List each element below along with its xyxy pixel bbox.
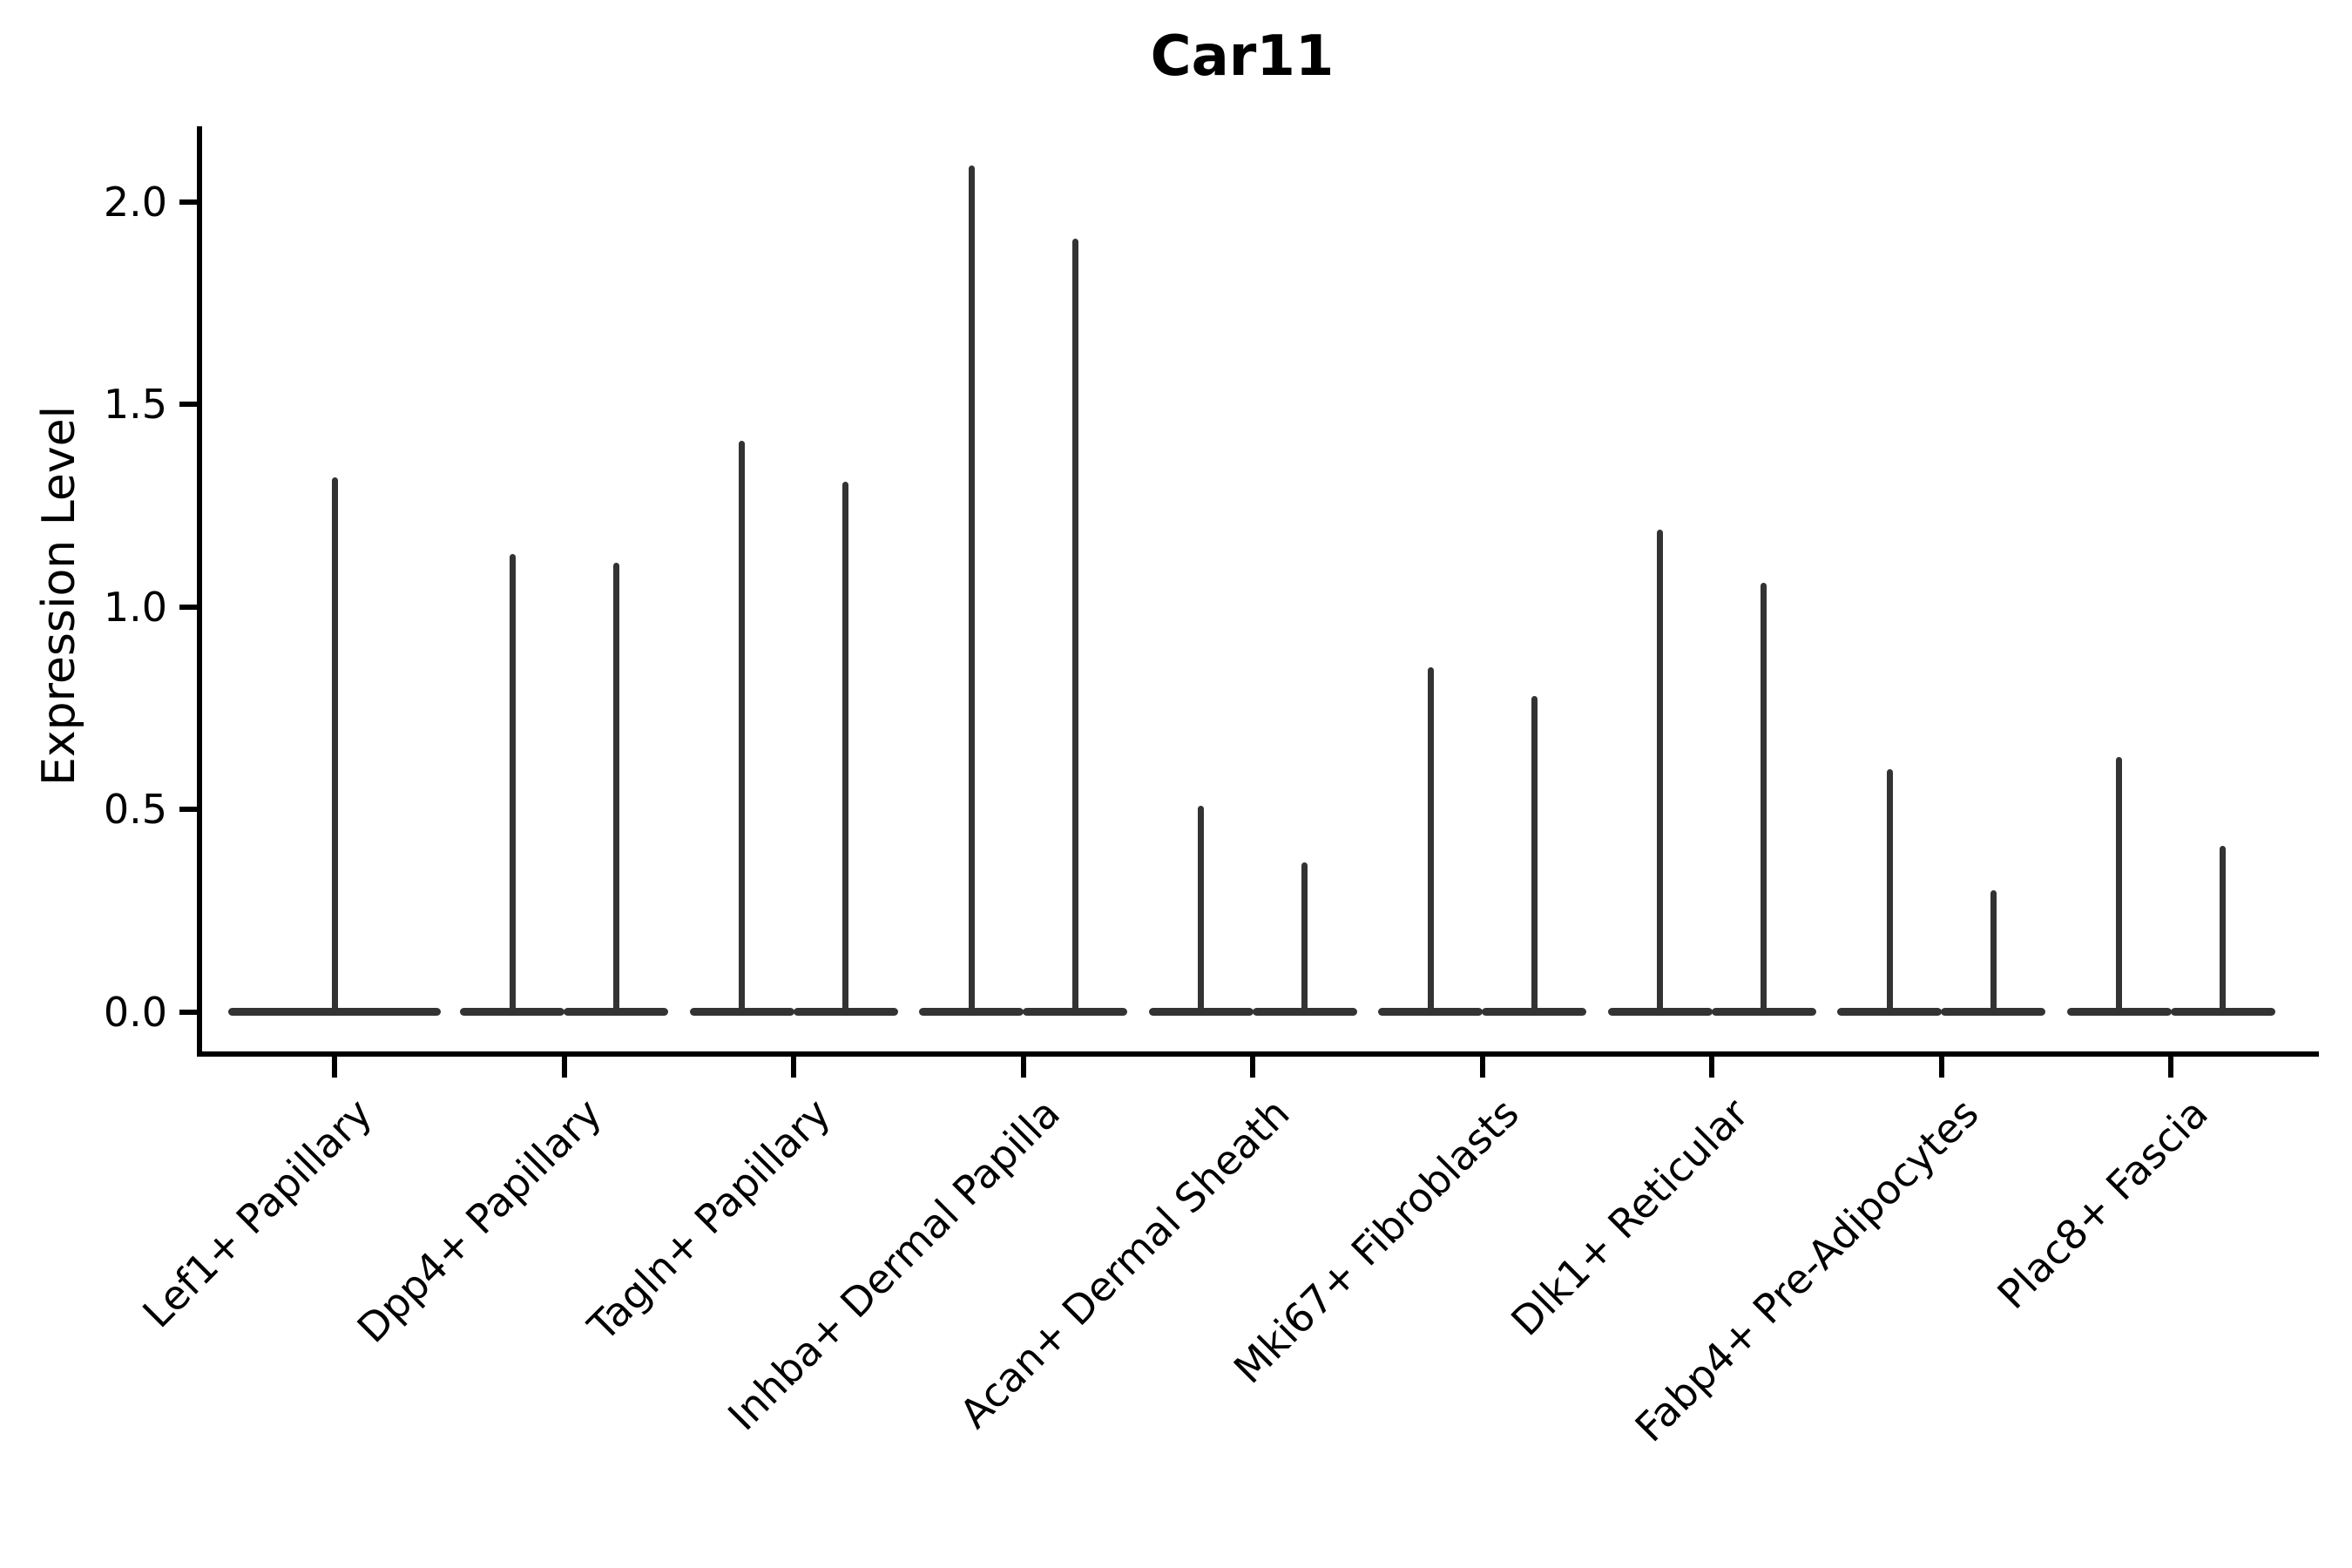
x-tick-label: Dlk1+ Reticular [1502,1089,1758,1345]
y-tick [179,807,199,813]
x-tick-label: Plac8+ Fascia [1988,1089,2217,1318]
violin-spike [968,165,975,1012]
violin-spike [331,476,338,1012]
violin-spike [1657,530,1663,1012]
x-tick-label: Lef1+ Papillary [132,1089,381,1337]
violin-spike [739,441,745,1012]
violin-baseline [919,1008,1024,1017]
violin-spike [1531,695,1538,1012]
violin-baseline [2170,1008,2275,1017]
violin-baseline [564,1008,668,1017]
violin-spike [1427,667,1434,1012]
x-tick [1709,1057,1714,1078]
violin-baseline [1941,1008,2045,1017]
violin-spike [1886,768,1893,1012]
violin-baseline [1378,1008,1483,1017]
violin-baseline [1148,1008,1254,1017]
x-tick [1020,1057,1026,1078]
y-axis-spine [197,126,202,1057]
violin-baseline [1607,1008,1713,1017]
x-tick [1250,1057,1255,1078]
y-tick-label: 0.0 [103,988,167,1036]
violin-spike [1071,238,1078,1012]
y-tick [179,199,199,205]
violin-baseline [1711,1008,1816,1017]
violin-baseline [793,1008,898,1017]
violin-spike [1990,890,1997,1012]
violin-baseline [1023,1008,1127,1017]
x-tick-label: Tagln+ Papillary [578,1089,840,1350]
x-tick [1938,1057,1944,1078]
violin-baseline [2066,1008,2172,1017]
y-tick [179,402,199,408]
violin-baseline [1252,1008,1357,1017]
violin-spike [2220,846,2226,1012]
violin-baseline [228,1008,441,1017]
violin-spike [842,481,848,1012]
y-tick [179,1009,199,1015]
violin-baseline [1837,1008,1942,1017]
violin-baseline [1482,1008,1586,1017]
x-tick-label: Dpp4+ Papillary [348,1089,611,1352]
violin-spike [1761,582,1767,1012]
y-tick [179,604,199,610]
violin-baseline [689,1008,794,1017]
y-tick-label: 2.0 [103,178,167,226]
y-tick-label: 1.0 [103,583,167,631]
y-tick-label: 1.5 [103,381,167,429]
violin-baseline [460,1008,564,1017]
violin-spike [509,554,516,1012]
chart-title: Car11 [1150,24,1335,89]
violin-spike [2116,756,2122,1012]
x-axis-spine [197,1051,2319,1057]
violin-spike [612,562,619,1012]
x-tick [2168,1057,2173,1078]
violin-spike [1301,862,1308,1012]
x-tick [561,1057,567,1078]
y-tick-label: 0.5 [103,786,167,834]
x-tick [791,1057,796,1078]
x-tick [1479,1057,1485,1078]
x-tick [332,1057,337,1078]
violin-spike [1198,805,1204,1012]
